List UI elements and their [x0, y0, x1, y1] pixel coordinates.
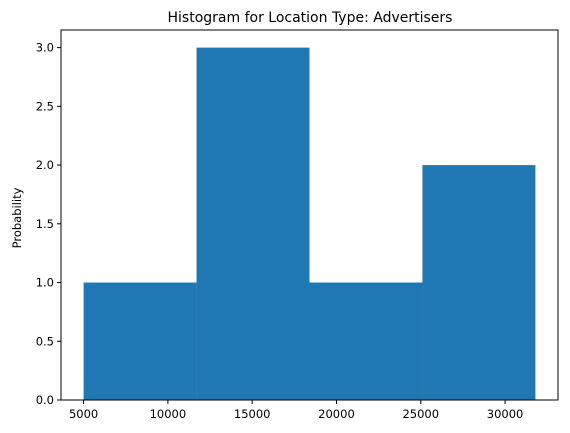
y-tick-label: 0.5	[36, 334, 54, 348]
x-tick-label: 5000	[69, 407, 98, 421]
x-tick-label: 30000	[487, 407, 524, 421]
y-axis-label: Probability	[10, 187, 24, 248]
histogram-bar-2	[196, 47, 310, 400]
y-axis-ticks: 0.0 0.5 1.0 1.5 2.0 2.5 3.0	[36, 41, 61, 407]
y-tick-label: 1.0	[36, 276, 54, 290]
x-tick-label: 15000	[234, 407, 271, 421]
x-tick-label: 20000	[318, 407, 355, 421]
chart-title: Histogram for Location Type: Advertisers	[168, 10, 453, 26]
x-axis-ticks: 5000 10000 15000 20000 25000 30000	[69, 400, 523, 421]
histogram-bar-1	[83, 282, 197, 400]
bars-group	[83, 47, 536, 400]
y-tick-label: 1.5	[36, 217, 54, 231]
y-tick-label: 2.5	[36, 99, 54, 113]
y-tick-label: 3.0	[36, 41, 54, 55]
histogram-bar-3	[309, 282, 423, 400]
y-tick-label: 2.0	[36, 158, 54, 172]
plot-frame	[60, 29, 559, 401]
x-tick-label: 10000	[150, 407, 187, 421]
x-tick-label: 25000	[402, 407, 439, 421]
y-tick-label: 0.0	[36, 393, 54, 407]
histogram-bar-4	[422, 165, 536, 400]
